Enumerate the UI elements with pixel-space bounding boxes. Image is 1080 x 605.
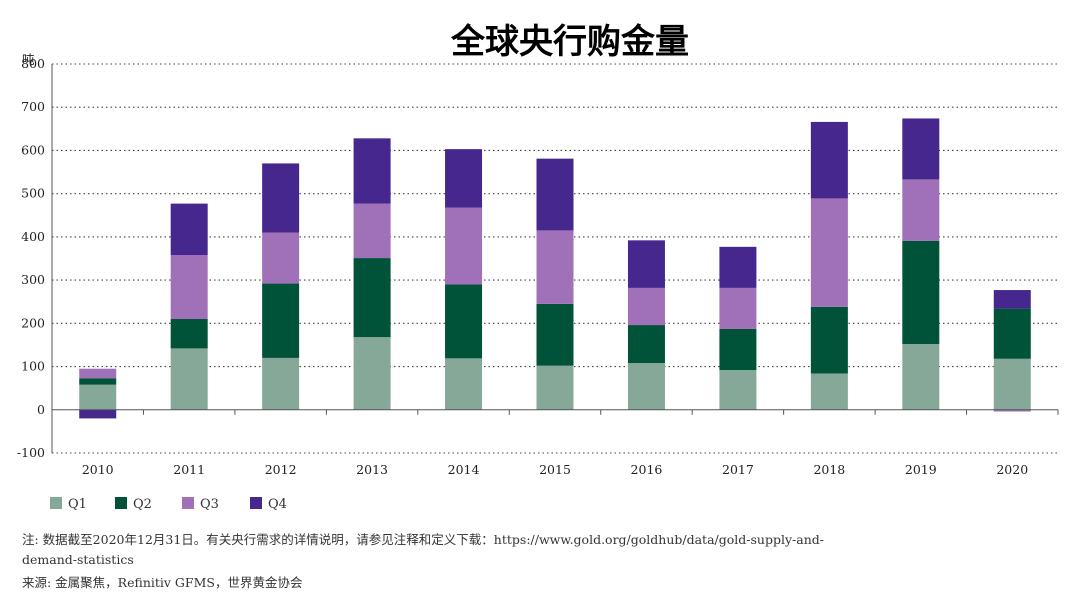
x-tick-label: 2015 [539,462,571,477]
gridlines [52,63,1058,454]
bar-segment-q3-2013 [353,203,391,259]
bar-segment-q4-2018 [810,121,848,199]
x-tick-label: 2017 [722,462,754,477]
bar-segment-q4-2011 [170,203,208,256]
bar-segment-q4-2020 [993,290,1031,309]
bar-segment-q2-2015 [536,303,574,366]
axes: -100 0 100 200 300 400 500 600 700 800 2010 2011 201… [17,56,1059,477]
x-tick-label: 2019 [905,462,937,477]
bar-segment-q3-2020 [993,409,1031,412]
legend-label-q3: Q3 [200,497,219,512]
bar-segment-q4-2012 [262,163,300,233]
bar-segment-q1-2019 [902,344,940,410]
bar-segment-q1-2010 [79,384,117,410]
bar-segment-q2-2018 [810,306,848,374]
y-tick-label: 100 [21,359,45,374]
bar-segment-q1-2013 [353,337,391,410]
y-tick-label: 500 [21,186,45,201]
x-tick-label: 2012 [265,462,297,477]
bar-segment-q4-2015 [536,158,574,231]
chart-title: 全球央行购金量 [451,22,689,62]
x-tick-label: 2020 [996,462,1028,477]
y-tick-label: 400 [21,229,45,244]
y-tick-label: -100 [17,445,45,460]
legend-swatch-q3 [182,497,194,509]
bar-segment-q1-2012 [262,357,300,410]
footnote: 注: 数据截至2020年12月31日。有关央行需求的详情说明，请参见注释和定义下… [22,532,824,567]
bar-segment-q4-2013 [353,138,391,204]
bar-segment-q3-2017 [719,287,757,329]
bar-segment-q2-2014 [445,284,483,359]
bar-segment-q1-2011 [170,348,208,410]
bar-segment-q1-2018 [810,373,848,410]
bar-segment-q2-2011 [170,319,208,349]
legend-label-q2: Q2 [133,497,152,512]
bar-segment-q4-2016 [627,240,665,288]
bar-segment-q2-2019 [902,240,940,345]
legend-swatch-q4 [250,497,262,509]
bar-segment-q3-2018 [810,198,848,307]
legend: Q1 Q2 Q3 Q4 [50,497,287,512]
x-tick-label: 2014 [448,462,480,477]
bar-segment-q3-2015 [536,230,574,304]
legend-label-q4: Q4 [268,497,287,512]
legend-label-q1: Q1 [68,497,87,512]
y-tick-label: 700 [21,99,45,114]
y-tick-label: 800 [21,56,45,71]
bar-segment-q1-2020 [993,358,1031,410]
y-tick-label: 600 [21,142,45,157]
bar-segment-q3-2011 [170,255,208,320]
bar-segment-q4-2014 [445,149,483,208]
x-tick-label: 2011 [173,462,205,477]
bar-segment-q1-2016 [627,363,665,410]
bar-segment-q4-2019 [902,118,940,180]
x-tick-label: 2010 [82,462,114,477]
x-tick-label: 2018 [813,462,845,477]
y-axis-unit-label: 吨 [22,52,35,67]
bar-segment-q3-2010 [79,368,117,379]
bar-segment-q1-2017 [719,370,757,410]
legend-swatch-q1 [50,497,62,509]
bar-segment-q2-2010 [79,378,117,385]
legend-swatch-q2 [115,497,127,509]
source-note: 来源: 金属聚焦，Refinitiv GFMS，世界黄金协会 [22,575,303,590]
y-tick-label: 200 [21,315,45,330]
x-tick-label: 2013 [356,462,388,477]
bar-segment-q4-2017 [719,246,757,288]
bar-segment-q3-2016 [627,287,665,326]
bar-segment-q2-2017 [719,328,757,371]
bar-segment-q2-2012 [262,283,300,358]
x-tick-label: 2016 [631,462,663,477]
bar-segment-q1-2014 [445,358,483,410]
bar-segment-q3-2014 [445,207,483,285]
bar-segment-q4-2010 [79,409,117,419]
y-tick-label: 0 [37,402,45,417]
bars [79,118,1031,419]
y-tick-label: 300 [21,272,45,287]
bar-segment-q1-2015 [536,365,574,410]
bar-segment-q3-2019 [902,179,940,241]
bar-segment-q2-2020 [993,308,1031,359]
bar-segment-q2-2013 [353,258,391,338]
bar-segment-q2-2016 [627,325,665,364]
bar-segment-q3-2012 [262,232,300,284]
